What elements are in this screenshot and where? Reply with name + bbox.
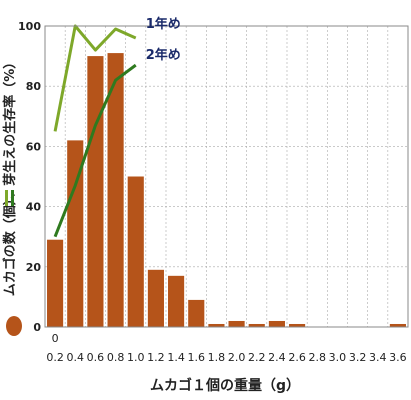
bars	[47, 53, 406, 328]
bar	[389, 323, 406, 327]
x-tick-label: 3.0	[329, 351, 347, 364]
x-tick-label: 1.4	[167, 351, 185, 364]
x-tick-label: 0.6	[87, 351, 105, 364]
bar	[147, 269, 164, 327]
y-tick-labels: 0 20 40 60 80 100	[18, 20, 41, 334]
series-label-1: 1年め	[146, 16, 181, 32]
y-axis-label-left: ムカゴの数（個）、	[2, 186, 18, 297]
series-annotations: 1年め 2年め	[146, 16, 181, 63]
x-tick-label: 0.4	[67, 351, 85, 364]
x-tick-label: 1.0	[127, 351, 145, 364]
x-tick-label: 1.8	[208, 351, 226, 364]
x-tick-label: 1.2	[147, 351, 165, 364]
x-axis-label: ムカゴ１個の重量（g）	[150, 377, 300, 394]
x-tick-label: 2.8	[309, 351, 327, 364]
x-zero-label: 0	[52, 332, 59, 345]
series-line-1	[53, 24, 137, 132]
y-tick-label: 40	[26, 201, 42, 214]
x-tick-label: 3.6	[389, 351, 407, 364]
x-tick-label: 2.4	[268, 351, 286, 364]
x-tick-label: 0.8	[107, 351, 125, 364]
bar	[87, 56, 104, 327]
x-tick-label: 2.6	[288, 351, 306, 364]
y-tick-label: 20	[26, 261, 42, 274]
bar	[107, 53, 124, 328]
x-tick-label: 0.2	[46, 351, 64, 364]
bar	[168, 275, 185, 327]
y-axis-label: ムカゴの数（個）、芽生えの生存率（%）	[2, 56, 18, 297]
bar	[268, 320, 285, 327]
bar	[188, 299, 205, 327]
y-tick-label: 60	[26, 140, 42, 153]
bar	[289, 323, 306, 327]
line-legend-marker-1	[5, 190, 8, 206]
line-legend-marker-2	[11, 190, 14, 206]
svg-text:ムカゴの数（個）、芽生えの生存率（%）: ムカゴの数（個）、芽生えの生存率（%）	[2, 56, 18, 297]
x-tick-label: 2.0	[228, 351, 246, 364]
bar-legend-marker	[6, 316, 22, 336]
bar	[228, 320, 245, 327]
x-tick-labels: 0 0.2 0.4 0.6 0.8 1.0 1.2 1.4 1.6 1.8 2.0 2.2 2.4 2.6…	[46, 332, 406, 364]
series-lines	[53, 24, 137, 238]
x-tick-label: 3.4	[369, 351, 387, 364]
bar	[208, 323, 225, 327]
x-tick-label: 1.6	[188, 351, 206, 364]
x-tick-label: 2.2	[248, 351, 266, 364]
y-tick-label: 100	[18, 20, 41, 33]
grid-lines	[45, 26, 408, 327]
bar	[248, 323, 265, 327]
series-label-2: 2年め	[146, 47, 181, 63]
series-line-2	[53, 63, 137, 238]
bar	[127, 176, 144, 327]
bar	[47, 239, 64, 327]
y-tick-label: 0	[33, 321, 41, 334]
y-axis-label-right: 芽生えの生存率（%）	[2, 56, 18, 186]
bar	[67, 140, 84, 327]
plot-frame	[44, 25, 409, 328]
x-tick-label: 3.2	[349, 351, 367, 364]
y-tick-label: 80	[26, 80, 42, 93]
